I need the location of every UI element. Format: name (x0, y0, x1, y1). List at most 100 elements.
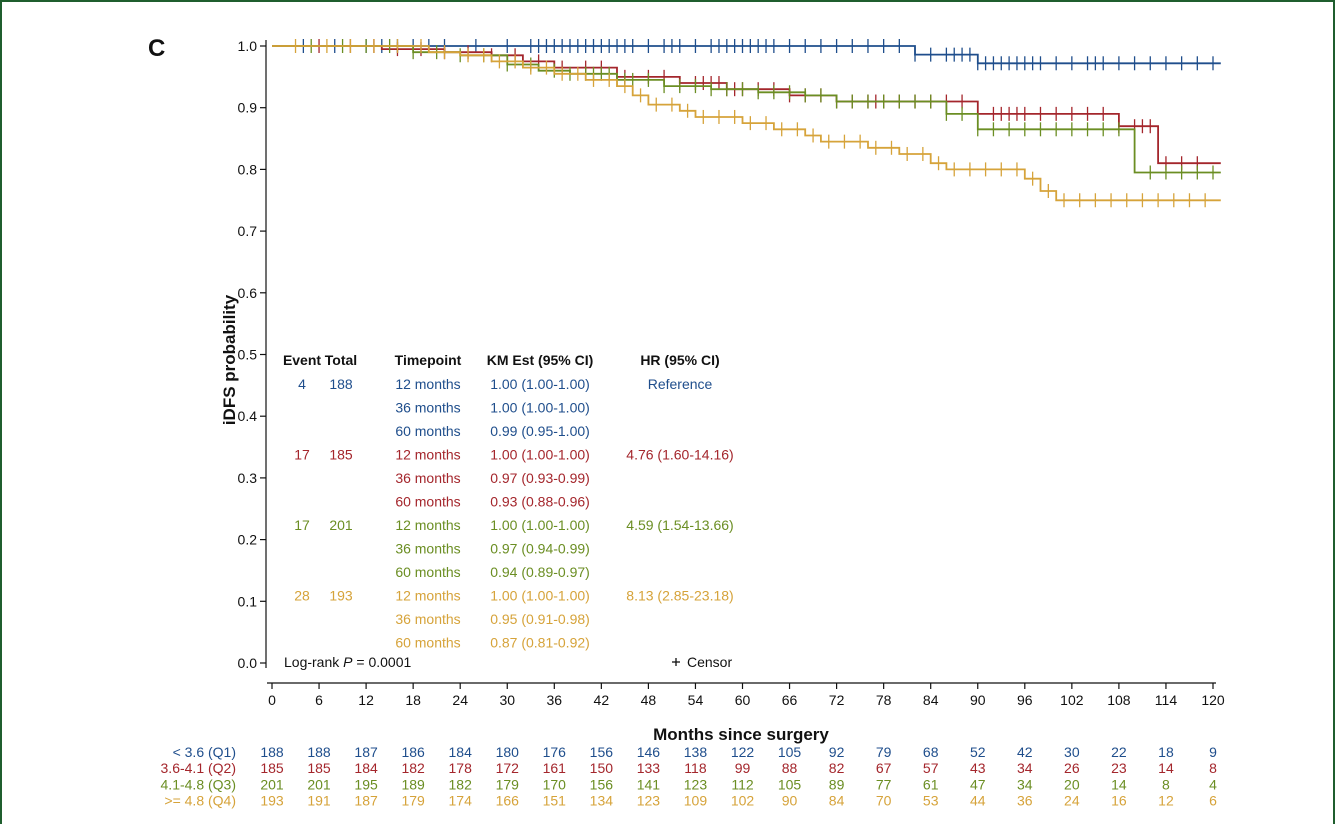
table-total: 201 (329, 517, 353, 533)
table-timepoint: 60 months (395, 564, 460, 580)
logrank-text: Log-rank P = 0.0001 (284, 654, 411, 670)
at-risk-value: 186 (401, 744, 425, 760)
y-tick-label: 0.4 (238, 408, 258, 424)
at-risk-value: 14 (1158, 760, 1174, 776)
at-risk-value: 201 (307, 776, 331, 792)
table-km-estimate: 0.87 (0.81-0.92) (490, 635, 590, 651)
survival-curves (272, 39, 1221, 207)
at-risk-value: 36 (1017, 793, 1033, 809)
at-risk-value: 53 (923, 793, 939, 809)
at-risk-value: 150 (590, 760, 614, 776)
x-tick-label: 78 (876, 692, 892, 708)
at-risk-value: 151 (543, 793, 567, 809)
table-timepoint: 60 months (395, 635, 460, 651)
x-axis-title: Months since surgery (653, 725, 829, 744)
at-risk-value: 61 (923, 776, 939, 792)
km-curve-q3 (272, 46, 1221, 173)
at-risk-value: 105 (778, 744, 802, 760)
at-risk-value: 82 (829, 760, 845, 776)
x-tick-label: 60 (735, 692, 751, 708)
y-tick-label: 0.6 (238, 285, 258, 301)
axes: 0.0 0.1 0.2 0.3 0.4 0.5 0.6 0.7 0.8 0.9 1.0 0 6 12 18 2… (238, 38, 1225, 708)
at-risk-value: 79 (876, 744, 892, 760)
at-risk-value: 77 (876, 776, 892, 792)
table-hr: 8.13 (2.85-23.18) (626, 588, 733, 604)
at-risk-value: 47 (970, 776, 986, 792)
y-tick-label: 0.9 (238, 100, 258, 116)
at-risk-value: 193 (260, 793, 284, 809)
at-risk-value: 23 (1111, 760, 1127, 776)
at-risk-value: 67 (876, 760, 892, 776)
y-tick-label: 1.0 (238, 38, 258, 54)
table-total: 185 (329, 447, 353, 463)
x-tick-label: 90 (970, 692, 986, 708)
table-total: 188 (329, 376, 353, 392)
table-km-estimate: 0.93 (0.88-0.96) (490, 494, 590, 510)
at-risk-value: 6 (1209, 793, 1217, 809)
at-risk-value: 176 (543, 744, 567, 760)
at-risk-value: 138 (684, 744, 708, 760)
table-km-estimate: 1.00 (1.00-1.00) (490, 588, 590, 604)
at-risk-value: 70 (876, 793, 892, 809)
at-risk-value: 188 (307, 744, 331, 760)
x-tick-label: 24 (452, 692, 468, 708)
at-risk-value: 188 (260, 744, 284, 760)
y-tick-label: 0.0 (238, 655, 258, 671)
at-risk-value: 184 (354, 760, 378, 776)
table-km-estimate: 0.97 (0.94-0.99) (490, 541, 590, 557)
at-risk-value: 195 (354, 776, 378, 792)
at-risk-value: 68 (923, 744, 939, 760)
y-tick-label: 0.2 (238, 532, 258, 548)
table-km-estimate: 1.00 (1.00-1.00) (490, 400, 590, 416)
at-risk-value: 22 (1111, 744, 1127, 760)
at-risk-value: 34 (1017, 776, 1033, 792)
table-km-estimate: 0.95 (0.91-0.98) (490, 611, 590, 627)
table-timepoint: 12 months (395, 588, 460, 604)
at-risk-value: 57 (923, 760, 939, 776)
table-km-estimate: 1.00 (1.00-1.00) (490, 517, 590, 533)
y-tick-label: 0.5 (238, 347, 258, 363)
table-timepoint: 12 months (395, 517, 460, 533)
table-header: Total (325, 352, 357, 368)
at-risk-value: 109 (684, 793, 708, 809)
table-timepoint: 36 months (395, 541, 460, 557)
y-tick-label: 0.8 (238, 161, 258, 177)
stats-table: Event Total Timepoint KM Est (95% CI) HR (95… (283, 352, 734, 651)
at-risk-value: 14 (1111, 776, 1127, 792)
at-risk-value: 43 (970, 760, 986, 776)
table-timepoint: 60 months (395, 423, 460, 439)
at-risk-value: 52 (970, 744, 986, 760)
x-tick-label: 84 (923, 692, 939, 708)
at-risk-value: 4 (1209, 776, 1217, 792)
table-header: Event (283, 352, 321, 368)
at-risk-value: 44 (970, 793, 986, 809)
x-tick-label: 96 (1017, 692, 1033, 708)
y-tick-label: 0.3 (238, 470, 258, 486)
at-risk-table: < 3.6 (Q1) 188 188 187 186 184 180 176 156 146 138… (161, 744, 1218, 809)
at-risk-value: 180 (496, 744, 520, 760)
at-risk-value: 42 (1017, 744, 1033, 760)
table-header: KM Est (95% CI) (487, 352, 594, 368)
at-risk-value: 201 (260, 776, 284, 792)
x-tick-label: 6 (315, 692, 323, 708)
y-axis-title: iDFS probability (220, 294, 239, 425)
at-risk-value: 92 (829, 744, 845, 760)
at-risk-value: 156 (590, 744, 614, 760)
censor-legend-label: Censor (687, 654, 732, 670)
table-timepoint: 36 months (395, 400, 460, 416)
x-tick-label: 102 (1060, 692, 1084, 708)
x-tick-label: 108 (1107, 692, 1131, 708)
at-risk-value: 182 (401, 760, 425, 776)
table-event: 28 (294, 588, 310, 604)
at-risk-value: 112 (731, 776, 754, 792)
table-km-estimate: 1.00 (1.00-1.00) (490, 447, 590, 463)
at-risk-value: 146 (637, 744, 661, 760)
table-event: 17 (294, 447, 310, 463)
at-risk-label: 4.1-4.8 (Q3) (161, 776, 236, 792)
table-km-estimate: 1.00 (1.00-1.00) (490, 376, 590, 392)
table-timepoint: 36 months (395, 611, 460, 627)
at-risk-label: >= 4.8 (Q4) (164, 793, 236, 809)
at-risk-value: 179 (496, 776, 520, 792)
at-risk-value: 122 (731, 744, 755, 760)
x-tick-label: 12 (358, 692, 374, 708)
